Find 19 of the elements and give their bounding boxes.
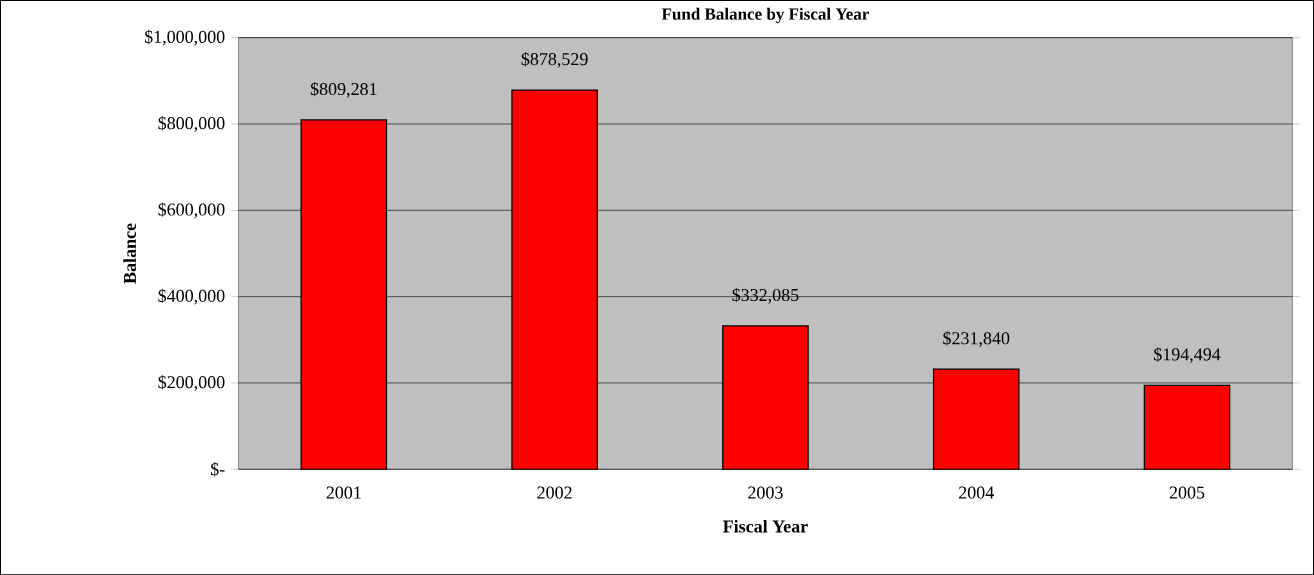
y-tick-label: $1,000,000 [144, 29, 225, 46]
y-tick-label: $400,000 [158, 288, 225, 305]
chart-title: Fund Balance by Fiscal Year [661, 7, 869, 24]
x-tick-label: 2001 [326, 486, 361, 499]
y-tick-label: $600,000 [158, 202, 225, 219]
x-tick-label: 2005 [1169, 486, 1205, 499]
x-tick-label: 2002 [537, 486, 572, 499]
y-tick-label: $200,000 [158, 374, 225, 391]
y-tick-label: $800,000 [158, 115, 225, 132]
data-label: $809,281 [310, 81, 377, 98]
x-tick-label: 2003 [748, 486, 783, 499]
data-label: $332,085 [732, 287, 799, 304]
x-axis-title: Fiscal Year [723, 519, 808, 533]
x-tick-label: 2004 [959, 486, 994, 499]
data-label: $878,529 [521, 51, 588, 68]
data-label: $231,840 [943, 331, 1010, 347]
y-tick-label: $- [210, 461, 225, 477]
y-axis-title: Balance [123, 223, 136, 284]
data-label: $194,494 [1154, 347, 1221, 363]
